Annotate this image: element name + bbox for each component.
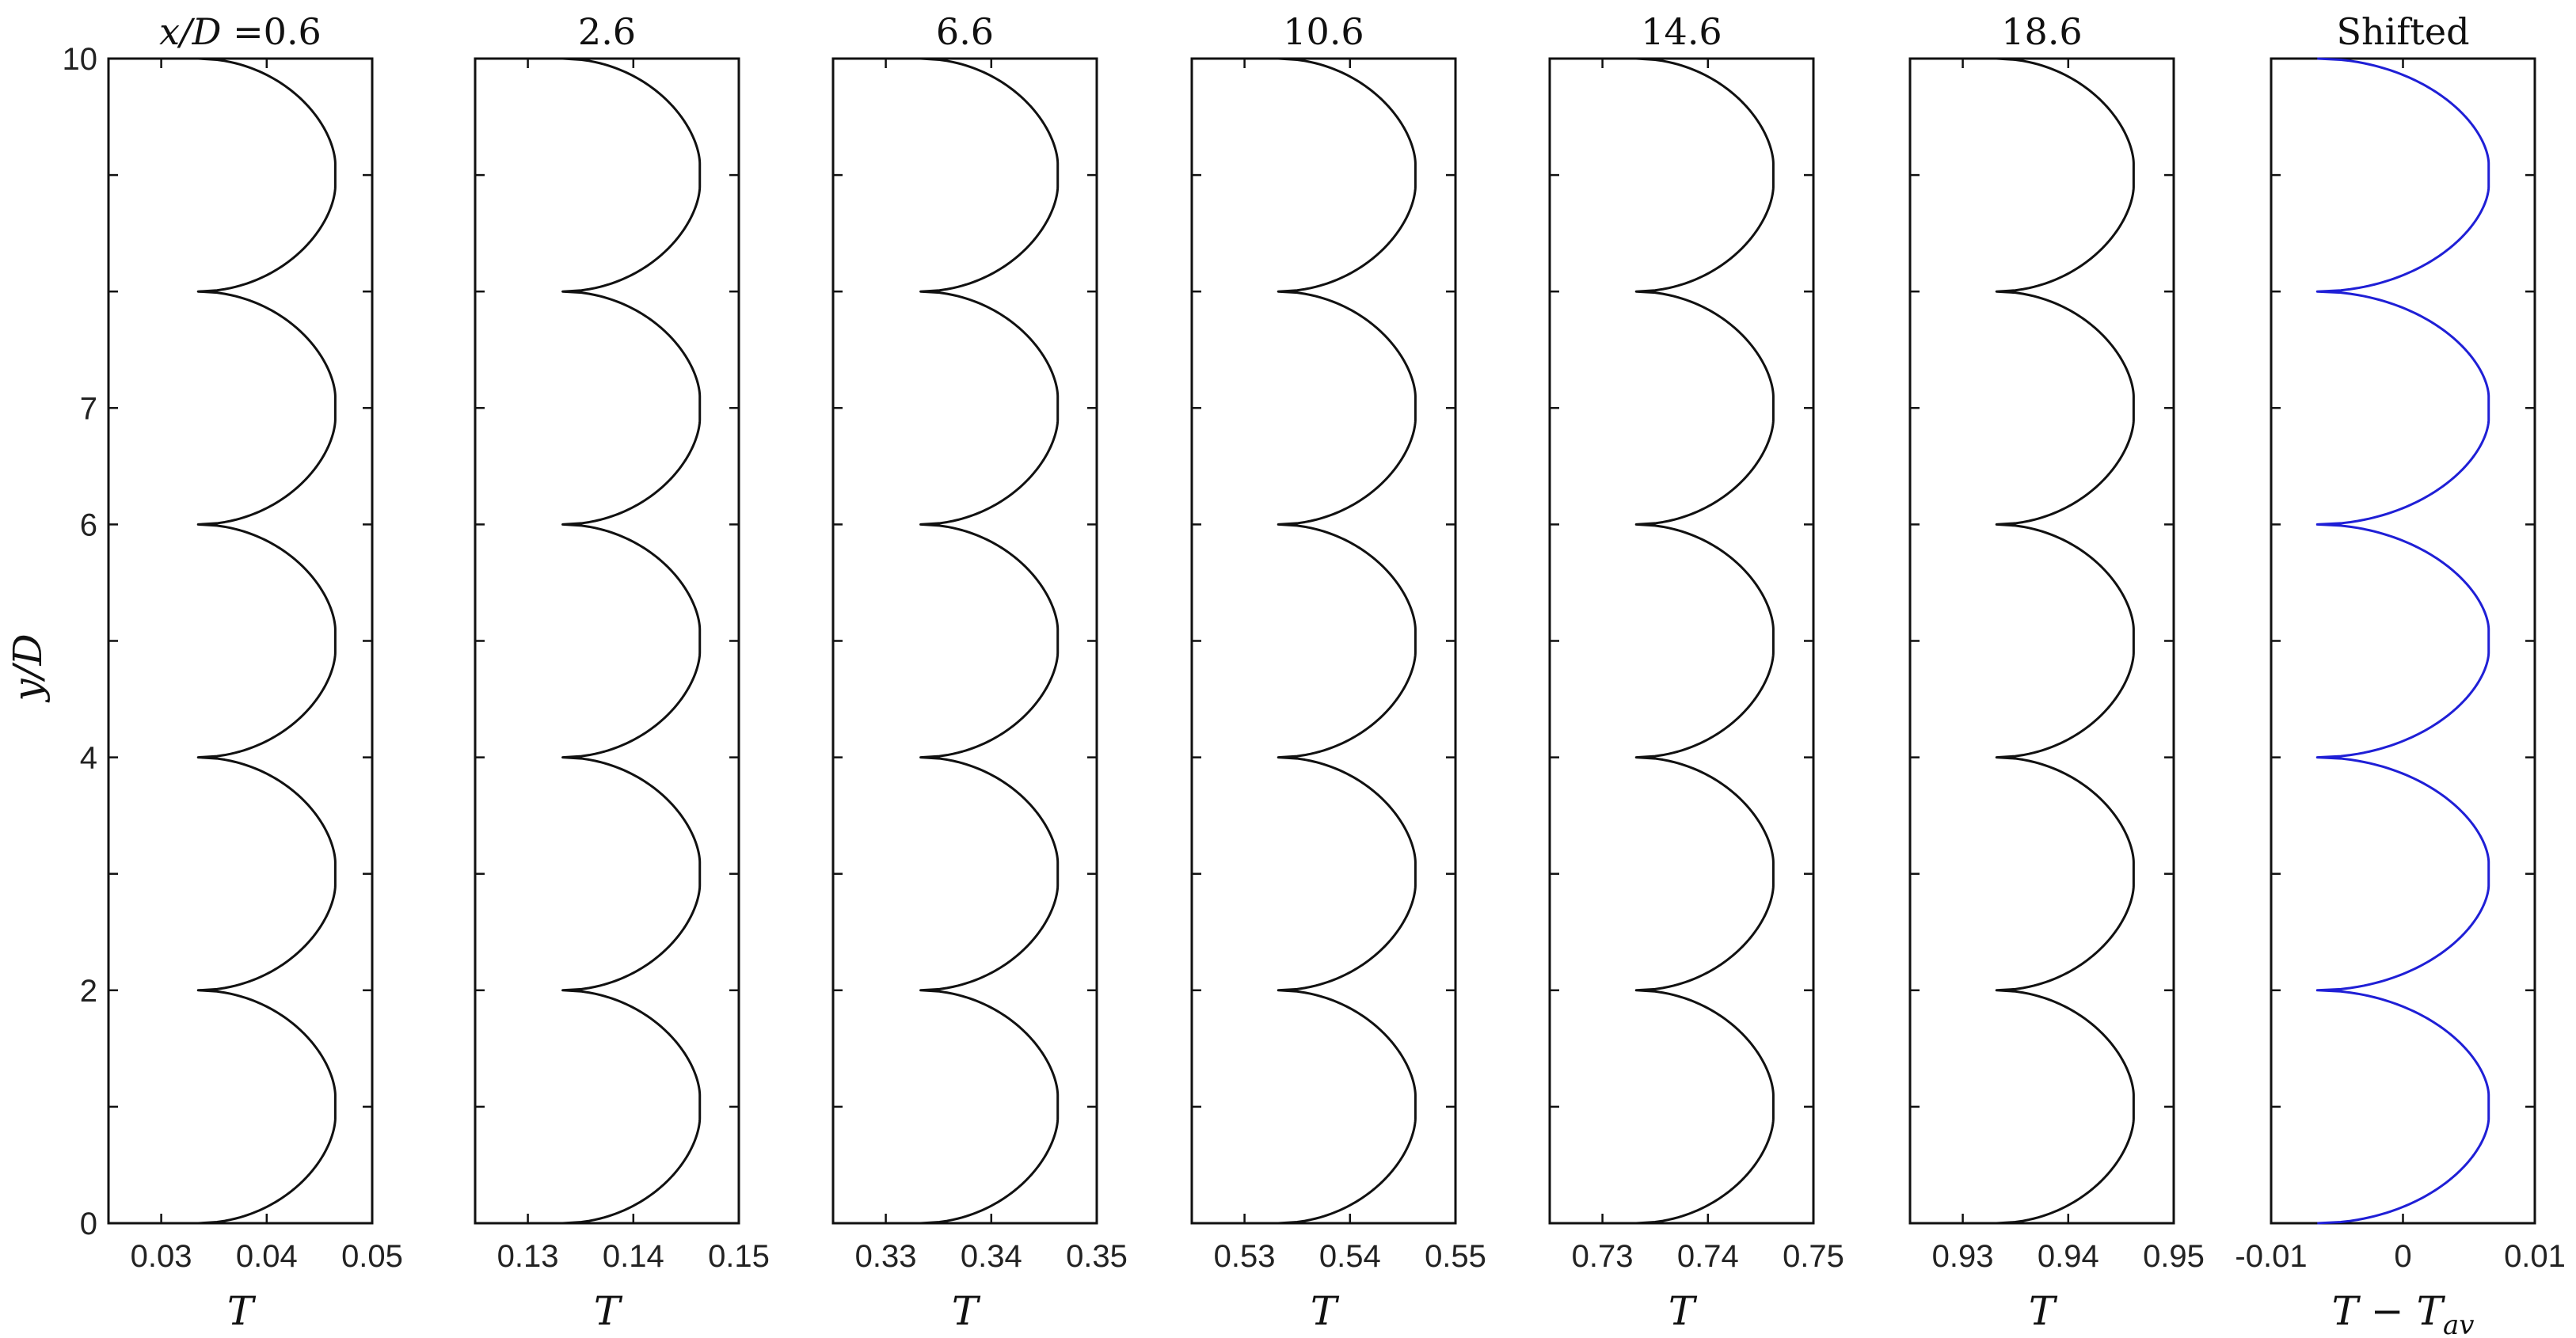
x-tick-label: 0 <box>2394 1239 2411 1274</box>
x-tick-label: 0.14 <box>603 1239 664 1274</box>
y-tick-label: 0 <box>80 1207 97 1241</box>
panel-2: 0.13 0.14 0.15 T 2.6 <box>474 10 770 1334</box>
x-axis-label: T <box>952 1288 981 1334</box>
x-tick-label: 0.01 <box>2504 1239 2566 1274</box>
panels-group: 0 2 4 6 7 10 0.03 0.04 0.05 Tx/D =0.6 0.13 0.14 0.15… <box>63 10 2566 1338</box>
x-tick-label: 0.34 <box>961 1239 1022 1274</box>
x-axis-label: T − Tav <box>2332 1288 2475 1338</box>
x-tick-label: 0.04 <box>236 1239 298 1274</box>
panel-title: 18.6 <box>2001 10 2082 53</box>
x-tick-label: 0.55 <box>1425 1239 1486 1274</box>
x-tick-label: 0.53 <box>1214 1239 1276 1274</box>
panel-title: 14.6 <box>1641 10 1722 53</box>
x-axis-label: T <box>227 1288 257 1334</box>
x-tick-label: 0.75 <box>1783 1239 1844 1274</box>
panel-title: 10.6 <box>1283 10 1364 53</box>
panel-3: 0.33 0.34 0.35 T 6.6 <box>831 10 1128 1334</box>
panel-title: x/D =0.6 <box>159 10 322 53</box>
x-tick-label: 0.15 <box>708 1239 770 1274</box>
x-tick-label: 0.54 <box>1319 1239 1381 1274</box>
panel-4: 0.53 0.54 0.55 T 10.6 <box>1190 10 1486 1334</box>
x-tick-label: 0.95 <box>2143 1239 2205 1274</box>
x-axis-label: T <box>1669 1288 1698 1334</box>
y-tick-label: 10 <box>63 42 98 77</box>
panel-frame <box>2270 57 2536 1225</box>
x-tick-label: 0.93 <box>1932 1239 1994 1274</box>
y-tick-label: 7 <box>80 391 97 426</box>
series-line <box>1995 57 2135 1225</box>
panel-7: -0.01 0 0.01 T − Tav Shifted <box>2235 10 2566 1338</box>
x-tick-label: -0.01 <box>2235 1239 2307 1274</box>
panel-6: 0.93 0.94 0.95 T 18.6 <box>1908 10 2205 1334</box>
x-tick-label: 0.33 <box>855 1239 917 1274</box>
panel-title: 2.6 <box>578 10 636 53</box>
series-line <box>561 57 702 1225</box>
panel-5: 0.73 0.74 0.75 T 14.6 <box>1548 10 1844 1334</box>
x-tick-label: 0.05 <box>341 1239 403 1274</box>
y-axis-label: y/D <box>5 633 51 702</box>
series-line <box>1277 57 1417 1225</box>
x-tick-label: 0.94 <box>2038 1239 2099 1274</box>
x-tick-label: 0.03 <box>131 1239 192 1274</box>
x-tick-label: 0.73 <box>1572 1239 1634 1274</box>
series-line <box>196 57 337 1225</box>
panel-title: Shifted <box>2336 10 2469 53</box>
x-axis-label: T <box>2029 1288 2058 1334</box>
y-tick-label: 6 <box>80 507 97 542</box>
x-tick-label: 0.13 <box>497 1239 559 1274</box>
series-line <box>2315 57 2490 1225</box>
series-line <box>1634 57 1775 1225</box>
panel-title: 6.6 <box>936 10 994 53</box>
x-axis-label: T <box>594 1288 623 1334</box>
y-tick-label: 2 <box>80 974 97 1009</box>
panel-1: 0 2 4 6 7 10 0.03 0.04 0.05 Tx/D =0.6 <box>63 10 403 1334</box>
x-tick-label: 0.35 <box>1066 1239 1128 1274</box>
x-axis-label: T <box>1311 1288 1340 1334</box>
panel-frame <box>107 57 374 1225</box>
series-line <box>919 57 1060 1225</box>
y-tick-label: 4 <box>80 741 97 776</box>
x-tick-label: 0.74 <box>1677 1239 1739 1274</box>
